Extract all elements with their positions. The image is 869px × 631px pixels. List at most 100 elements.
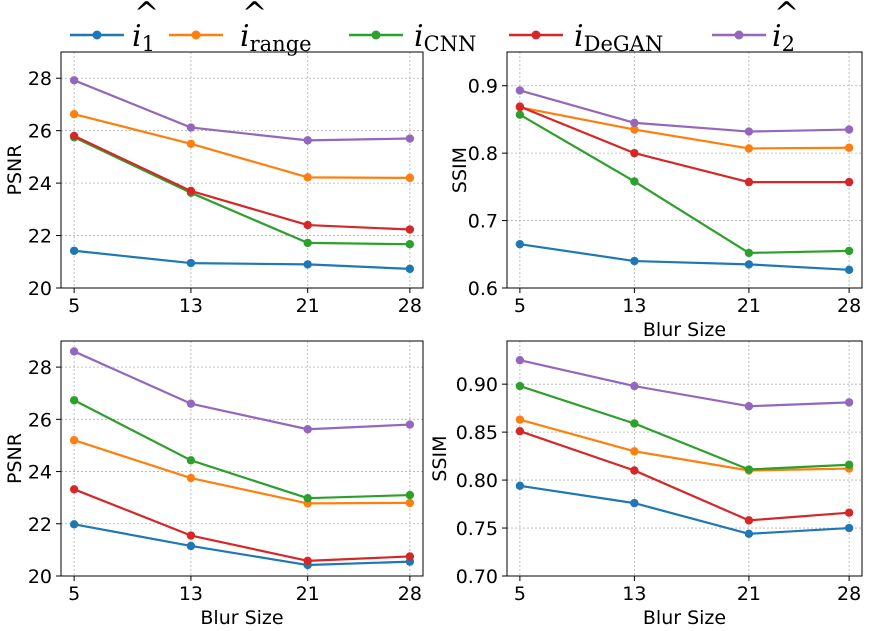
- data-point: [630, 381, 639, 391]
- data-point: [515, 355, 525, 365]
- x-tick-label: 5: [68, 583, 80, 605]
- series-line: [519, 385, 850, 471]
- legend-item-4: i2^: [712, 0, 799, 56]
- y-tick-label: 24: [28, 173, 52, 195]
- series-2: [69, 133, 415, 249]
- plot-frame: [506, 51, 863, 289]
- series-line: [74, 249, 410, 270]
- plot-frame: [506, 340, 863, 577]
- data-point: [744, 260, 754, 269]
- legend-symbol: i: [414, 19, 424, 54]
- x-axis-label: Blur Size: [200, 607, 283, 629]
- data-point: [303, 425, 312, 434]
- chart-panels: 5 13 21 28 20 22 24 26 28 PSNR 5 13 21 28 0.6 0.7 0.8 0.9…: [4, 51, 863, 629]
- y-tick-label: 28: [28, 68, 52, 90]
- legend-symbol: i: [132, 19, 142, 54]
- data-point: [69, 76, 79, 85]
- series-2: [515, 381, 854, 474]
- legend: i1^irange^iCNN iDeGAN i2^: [70, 0, 799, 56]
- x-tick-label: 13: [179, 295, 203, 317]
- data-point: [744, 402, 754, 411]
- series-line: [519, 89, 850, 133]
- plot-frame: [60, 340, 424, 577]
- legend-marker: [92, 30, 102, 40]
- series-4: [69, 76, 415, 145]
- y-axis-label: SSIM: [449, 147, 471, 193]
- y-tick-label: 0.80: [456, 470, 498, 492]
- data-point: [69, 246, 79, 255]
- x-tick-label: 5: [68, 295, 80, 317]
- y-tick-label: 22: [28, 226, 52, 248]
- legend-symbol: i: [772, 19, 782, 54]
- y-tick-label: 0.8: [468, 143, 498, 165]
- series-1: [515, 103, 854, 153]
- legend-marker: [191, 30, 201, 40]
- y-tick-label: 0.9: [468, 76, 498, 98]
- series-line: [519, 359, 850, 408]
- data-point: [69, 520, 79, 529]
- series-line: [73, 350, 410, 431]
- y-tick-label: 26: [28, 121, 52, 143]
- x-axis-label: Blur Size: [643, 319, 726, 341]
- y-tick-label: 0.70: [456, 566, 498, 588]
- series-3: [69, 131, 415, 234]
- data-point: [630, 177, 639, 186]
- data-point: [69, 485, 79, 494]
- y-tick-label: 20: [28, 278, 52, 300]
- legend-label: iCNN: [414, 19, 476, 56]
- x-tick-label: 5: [514, 295, 526, 317]
- x-tick-label: 13: [622, 583, 646, 605]
- y-tick-label: 0.90: [456, 374, 498, 396]
- chart-panel-1: 5 13 21 28 0.6 0.7 0.8 0.9 Blur Size SSIM: [449, 51, 863, 341]
- series-4: [69, 347, 415, 434]
- x-tick-label: 28: [837, 583, 861, 605]
- series-line: [519, 113, 850, 255]
- data-point: [303, 238, 312, 248]
- legend-marker: [531, 30, 541, 40]
- series-line: [73, 488, 410, 562]
- data-point: [630, 148, 639, 158]
- series-0: [515, 481, 854, 538]
- data-point: [69, 396, 79, 405]
- data-point: [405, 134, 415, 143]
- data-point: [405, 552, 415, 561]
- data-point: [844, 398, 854, 407]
- data-point: [186, 123, 196, 132]
- series-0: [69, 246, 415, 274]
- data-point: [844, 246, 854, 256]
- series-3: [69, 485, 415, 566]
- data-point: [515, 426, 525, 436]
- data-point: [405, 490, 415, 500]
- data-point: [844, 508, 854, 517]
- data-point: [630, 466, 639, 475]
- legend-item-3: iDeGAN: [509, 19, 663, 56]
- x-tick-label: 21: [296, 583, 320, 605]
- legend-hat: ^: [242, 0, 267, 31]
- legend-symbol: i: [574, 19, 584, 54]
- data-point: [303, 260, 312, 269]
- data-point: [303, 173, 312, 182]
- series-1: [69, 109, 415, 183]
- y-tick-label: 22: [28, 514, 52, 536]
- series-line: [73, 523, 410, 567]
- legend-item-1: irange^: [169, 0, 312, 56]
- series-0: [515, 239, 854, 274]
- x-tick-label: 21: [296, 295, 320, 317]
- series-line: [73, 399, 410, 500]
- y-tick-label: 0.6: [468, 278, 498, 300]
- data-point: [744, 516, 754, 525]
- y-tick-label: 28: [28, 357, 52, 379]
- x-tick-label: 13: [622, 295, 646, 317]
- data-point: [69, 347, 79, 356]
- data-point: [405, 173, 415, 183]
- x-axis-label: Blur Size: [643, 607, 726, 629]
- x-tick-label: 5: [514, 583, 526, 605]
- data-point: [303, 493, 312, 503]
- series-line: [73, 134, 410, 231]
- data-point: [630, 498, 639, 508]
- series-0: [69, 520, 415, 570]
- series-line: [73, 79, 410, 142]
- data-point: [69, 131, 79, 141]
- series-line: [73, 113, 410, 179]
